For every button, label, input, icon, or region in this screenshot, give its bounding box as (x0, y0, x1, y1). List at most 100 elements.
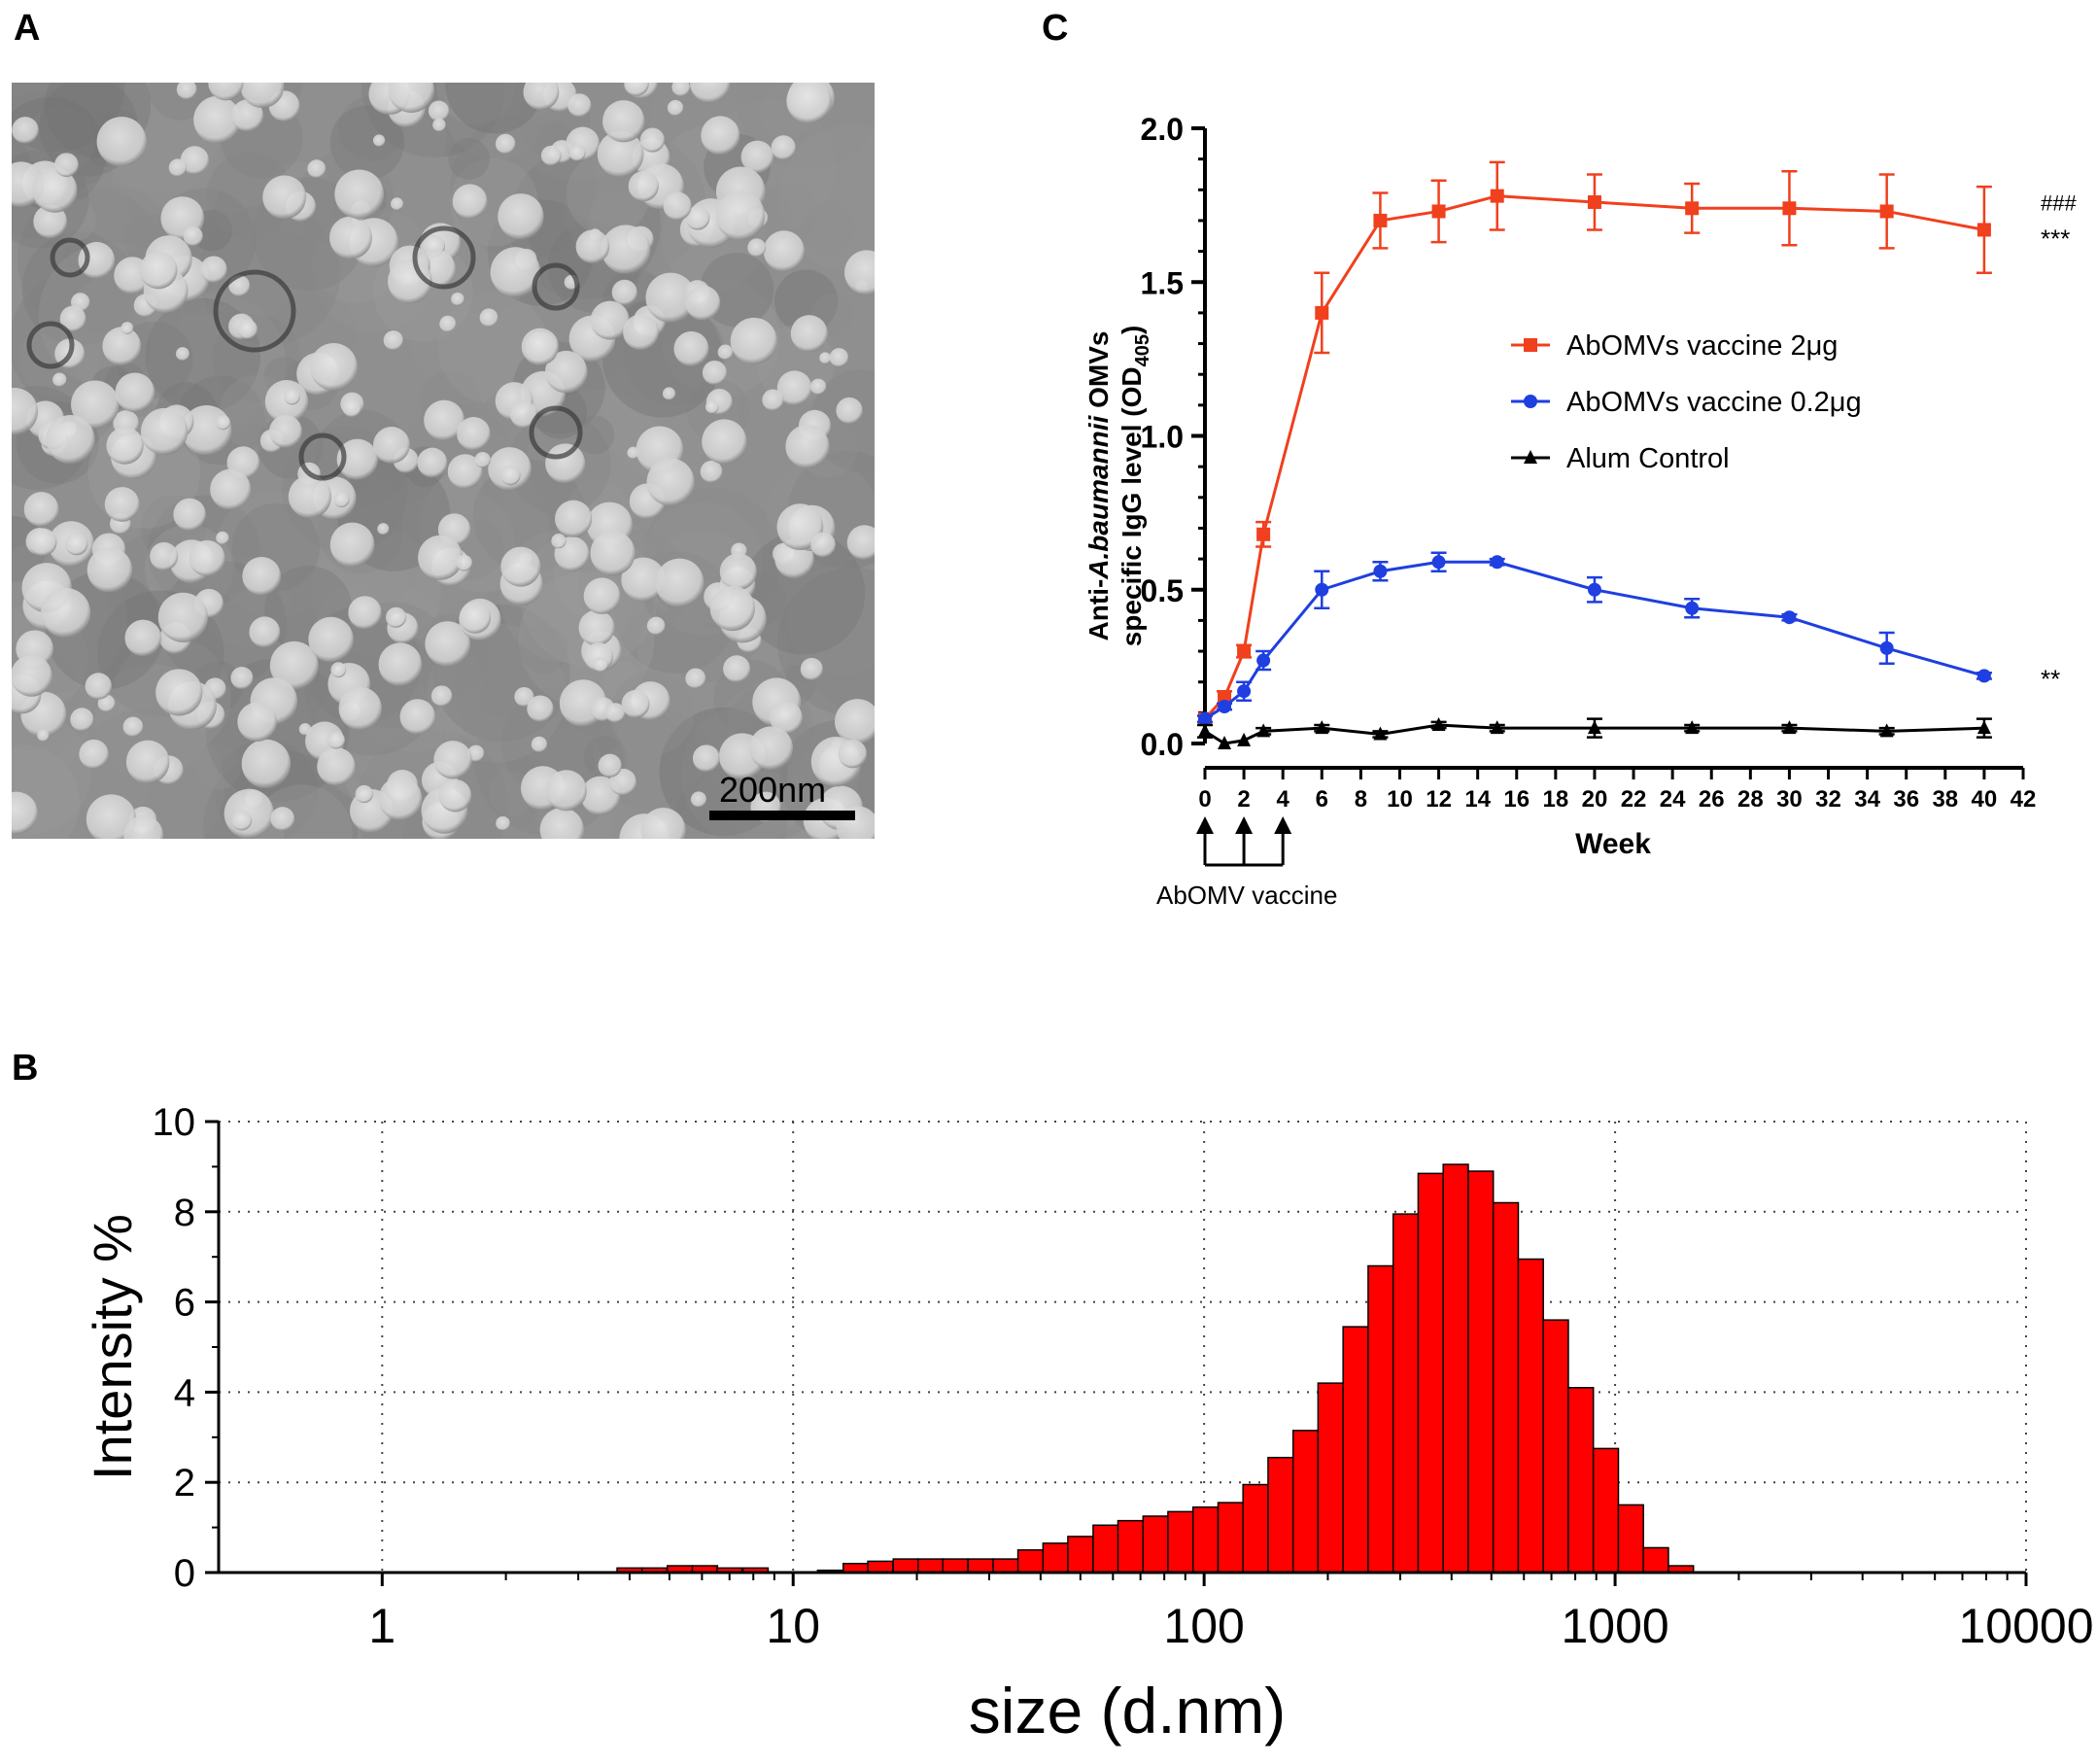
data-point (1431, 717, 1446, 732)
y-tick-label: 0 (174, 1552, 195, 1595)
tem-vesicle (355, 784, 373, 804)
histogram-bar (1092, 1524, 1119, 1574)
data-point (1198, 711, 1212, 726)
data-point (1977, 720, 1991, 735)
tem-vesicle (150, 541, 179, 571)
tem-vesicle (689, 83, 731, 103)
tem-vesicle (230, 667, 254, 690)
tem-vesicle (447, 454, 483, 489)
data-point (1685, 201, 1700, 216)
tem-vesicle (32, 167, 78, 213)
tem-vesicle (104, 487, 140, 522)
tem-vesicle (719, 553, 757, 591)
tem-stain-blob (407, 268, 535, 396)
tem-vesicle (269, 640, 319, 690)
tem-vesicle (673, 330, 709, 366)
tem-vesicle (79, 739, 109, 770)
tem-vesicle (611, 279, 637, 305)
tem-vesicle (771, 135, 796, 160)
histogram-bar (1342, 1326, 1369, 1574)
tem-stain-blob (443, 83, 547, 160)
tem-vesicle (621, 689, 650, 718)
y-axis-title-part: OMVs (1083, 331, 1114, 416)
tem-vesicle (800, 657, 823, 680)
tem-vesicle (540, 145, 562, 166)
y-axis-title: Intensity % (82, 1214, 143, 1480)
tem-vesicle (37, 729, 50, 742)
tem-vesicle (809, 378, 827, 395)
x-tick-label: 28 (1737, 786, 1764, 813)
tem-vesicle (33, 204, 67, 239)
tem-vesicle (102, 327, 142, 366)
tem-vesicle (122, 716, 144, 738)
tem-vesicle (762, 389, 784, 411)
data-point (1587, 720, 1601, 735)
legend-label: AbOMVs vaccine 2μg (1566, 330, 1838, 362)
data-point (1782, 720, 1797, 735)
tem-vesicle (646, 616, 666, 636)
data-point (1237, 644, 1252, 659)
histogram-bar (867, 1560, 894, 1574)
tem-vesicle (705, 399, 719, 414)
tem-stain-blob (329, 105, 405, 181)
tem-vesicle (545, 770, 587, 812)
tem-vesicle (168, 158, 188, 177)
tem-stain-blob (69, 182, 130, 243)
tem-vesicle-ring (532, 262, 580, 311)
x-tick-label: 10 (1387, 786, 1413, 813)
tem-vesicle (838, 740, 868, 769)
tem-stain-blob (448, 138, 490, 180)
tem-vesicle-ring (50, 237, 90, 278)
tem-vesicle (685, 205, 710, 230)
x-tick-label: 34 (1854, 786, 1880, 813)
histogram-bar (1367, 1264, 1394, 1574)
tem-vesicle (785, 424, 830, 468)
tem-vesicle (309, 343, 358, 391)
data-point (1782, 201, 1797, 216)
tem-vesicle (120, 322, 134, 334)
histogram-bar (1117, 1519, 1145, 1574)
vaccination-arrow-head (1235, 816, 1254, 834)
tem-vesicle (601, 225, 651, 274)
vaccination-schedule: AbOMV vaccine (1156, 816, 1337, 910)
tem-vesicle (399, 699, 435, 735)
tem-vesicle (701, 116, 740, 156)
panel-label-c: C (1042, 8, 1069, 49)
tem-vesicle (723, 655, 751, 683)
tem-stain-blob (754, 181, 819, 246)
tem-vesicle (527, 695, 554, 722)
significance-hash: ### (2041, 190, 2077, 215)
tem-stain-blob (774, 269, 839, 333)
tem-vesicle (663, 191, 692, 221)
x-tick-label: 1000 (1561, 1599, 1668, 1653)
tem-vesicle (97, 694, 116, 712)
tem-stain-blob (206, 152, 293, 239)
tem-vesicle (621, 557, 666, 602)
tem-vesicle (456, 554, 473, 571)
tem-vesicle (702, 419, 747, 465)
tem-vesicle-ring (412, 225, 476, 290)
tem-vesicle (545, 443, 586, 484)
tem-vesicle (52, 372, 67, 387)
data-point (1431, 555, 1446, 570)
x-tick-label: 42 (2011, 786, 2037, 813)
histogram-bar (1016, 1549, 1045, 1574)
scale-bar-label: 200nm (719, 770, 827, 810)
x-tick-label: 12 (1426, 786, 1452, 813)
panel-label-a: A (14, 8, 41, 49)
tem-stain-blob (195, 744, 241, 790)
tem-vesicle (106, 427, 144, 465)
tem-vesicle (328, 216, 372, 259)
data-point (1490, 189, 1504, 203)
tem-vesicle (521, 328, 559, 365)
x-tick-label: 22 (1621, 786, 1647, 813)
data-point (1879, 640, 1894, 655)
tem-vesicle (639, 127, 665, 153)
tem-vesicle (490, 247, 541, 297)
histogram-bar (1191, 1505, 1220, 1574)
panel-label-b: B (12, 1048, 39, 1089)
tem-vesicle (551, 534, 567, 549)
x-tick-label: 30 (1776, 786, 1803, 813)
y-tick-label: 1.5 (1141, 265, 1184, 300)
tem-vesicle (173, 498, 206, 532)
